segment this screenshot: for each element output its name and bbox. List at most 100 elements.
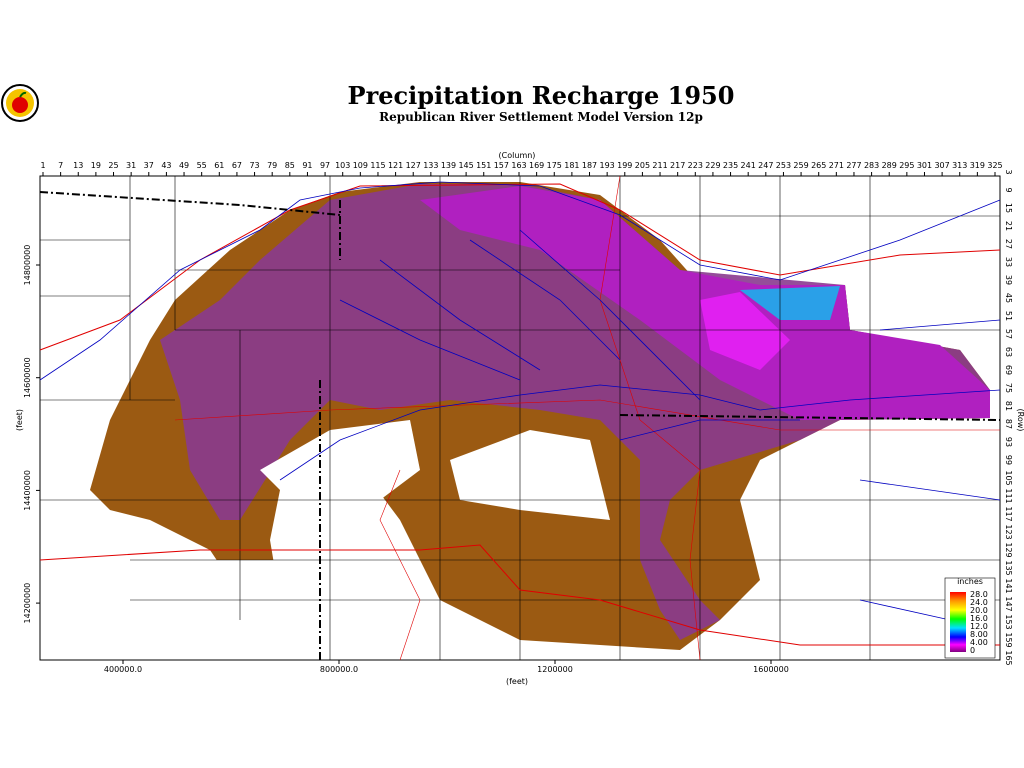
column-tick-label: 43	[161, 161, 171, 170]
legend-label: 0	[970, 646, 975, 655]
labels: 1 7 13 19 25 31 37 43 49 55 61 67 73 79 85 91 97 103 109 11…	[15, 161, 1024, 686]
column-tick-label: 211	[652, 161, 667, 170]
row-tick-label: 39	[1004, 275, 1013, 285]
column-tick-label: 313	[952, 161, 967, 170]
row-tick-label: 75	[1004, 383, 1013, 393]
row-tick-label: 117	[1004, 506, 1013, 521]
column-tick-label: 19	[91, 161, 101, 170]
legend-label: 8.00	[970, 630, 988, 639]
row-tick-label: 147	[1004, 596, 1013, 611]
row-tick-label: 105	[1004, 470, 1013, 485]
column-tick-label: 85	[285, 161, 295, 170]
row-tick-label: 15	[1004, 203, 1013, 213]
column-tick-label: 25	[108, 161, 118, 170]
column-tick-label: 319	[970, 161, 985, 170]
column-tick-label: 235	[723, 161, 738, 170]
column-tick-label: 13	[73, 161, 83, 170]
row-tick-label: 111	[1004, 488, 1013, 503]
column-tick-label: 187	[582, 161, 597, 170]
row-tick-label: 33	[1004, 257, 1013, 267]
x-tick-label: 1600000	[753, 665, 789, 674]
column-tick-label: 181	[564, 161, 579, 170]
row-label: (Row)	[1016, 409, 1024, 432]
column-tick-label: 271	[829, 161, 844, 170]
row-tick-label: 51	[1004, 311, 1013, 321]
column-tick-label: 121	[388, 161, 403, 170]
column-tick-label: 217	[670, 161, 685, 170]
x-tick-label: 400000.0	[104, 665, 142, 674]
column-tick-label: 151	[476, 161, 491, 170]
row-tick-label: 69	[1004, 365, 1013, 375]
row-tick-label: 45	[1004, 293, 1013, 303]
row-tick-label: 159	[1004, 632, 1013, 647]
column-tick-label: 73	[249, 161, 259, 170]
column-tick-label: 109	[353, 161, 368, 170]
row-tick-label: 3	[1004, 169, 1013, 174]
column-tick-label: 283	[864, 161, 879, 170]
legend-label: 12.0	[970, 622, 988, 631]
legend-label: 24.0	[970, 598, 988, 607]
column-tick-label: 79	[267, 161, 277, 170]
row-tick-label: 63	[1004, 347, 1013, 357]
column-tick-label: 97	[320, 161, 330, 170]
legend	[944, 577, 996, 659]
column-tick-label: 139	[441, 161, 456, 170]
column-tick-label: 223	[688, 161, 703, 170]
row-tick-label: 21	[1004, 221, 1013, 231]
column-tick-label: 7	[58, 161, 63, 170]
column-tick-label: 253	[776, 161, 791, 170]
subtitle: Republican River Settlement Model Versio…	[379, 110, 703, 124]
column-tick-label: 301	[917, 161, 932, 170]
column-tick-label: 91	[302, 161, 312, 170]
column-tick-label: 169	[529, 161, 544, 170]
column-tick-label: 289	[882, 161, 897, 170]
column-tick-label: 259	[793, 161, 808, 170]
column-tick-label: 31	[126, 161, 136, 170]
legend-title: inches	[957, 577, 983, 586]
column-tick-label: 205	[635, 161, 650, 170]
row-tick-label: 87	[1004, 419, 1013, 429]
row-tick-label: 81	[1004, 401, 1013, 411]
logo	[1, 84, 39, 122]
row-tick-label: 141	[1004, 578, 1013, 593]
row-tick-label: 153	[1004, 614, 1013, 629]
row-tick-label: 57	[1004, 329, 1013, 339]
y-tick-label: 14800000	[23, 245, 32, 286]
row-tick-label: 135	[1004, 560, 1013, 575]
column-tick-label: 199	[617, 161, 632, 170]
column-tick-label: 307	[934, 161, 949, 170]
column-tick-label: 325	[987, 161, 1002, 170]
row-tick-label: 9	[1004, 187, 1013, 192]
column-tick-label: 265	[811, 161, 826, 170]
row-tick-label: 129	[1004, 542, 1013, 557]
column-tick-label: 61	[214, 161, 224, 170]
column-tick-label: 115	[370, 161, 385, 170]
row-tick-label: 165	[1004, 650, 1013, 665]
column-tick-label: 175	[547, 161, 562, 170]
column-tick-label: 163	[511, 161, 526, 170]
column-tick-label: 1	[40, 161, 45, 170]
column-tick-label: 295	[899, 161, 914, 170]
column-tick-label: 67	[232, 161, 242, 170]
column-tick-label: 193	[600, 161, 615, 170]
column-tick-label: 37	[144, 161, 154, 170]
column-tick-label: 247	[758, 161, 773, 170]
x-tick-label: 800000.0	[320, 665, 358, 674]
column-tick-label: 145	[458, 161, 473, 170]
map-area	[39, 175, 1001, 661]
column-tick-label: 49	[179, 161, 189, 170]
column-tick-label: 277	[846, 161, 861, 170]
x-axis-label: (feet)	[506, 677, 528, 686]
column-tick-label: 157	[494, 161, 509, 170]
column-tick-label: 103	[335, 161, 350, 170]
row-tick-label: 93	[1004, 437, 1013, 447]
title: Precipitation Recharge 1950	[348, 81, 735, 110]
x-tick-label: 1200000	[537, 665, 573, 674]
y-tick-label: 14600000	[23, 357, 32, 398]
y-tick-label: 14200000	[23, 583, 32, 624]
legend-label: 20.0	[970, 606, 988, 615]
row-tick-label: 123	[1004, 524, 1013, 539]
legend-label: 16.0	[970, 614, 988, 623]
column-tick-label: 133	[423, 161, 438, 170]
